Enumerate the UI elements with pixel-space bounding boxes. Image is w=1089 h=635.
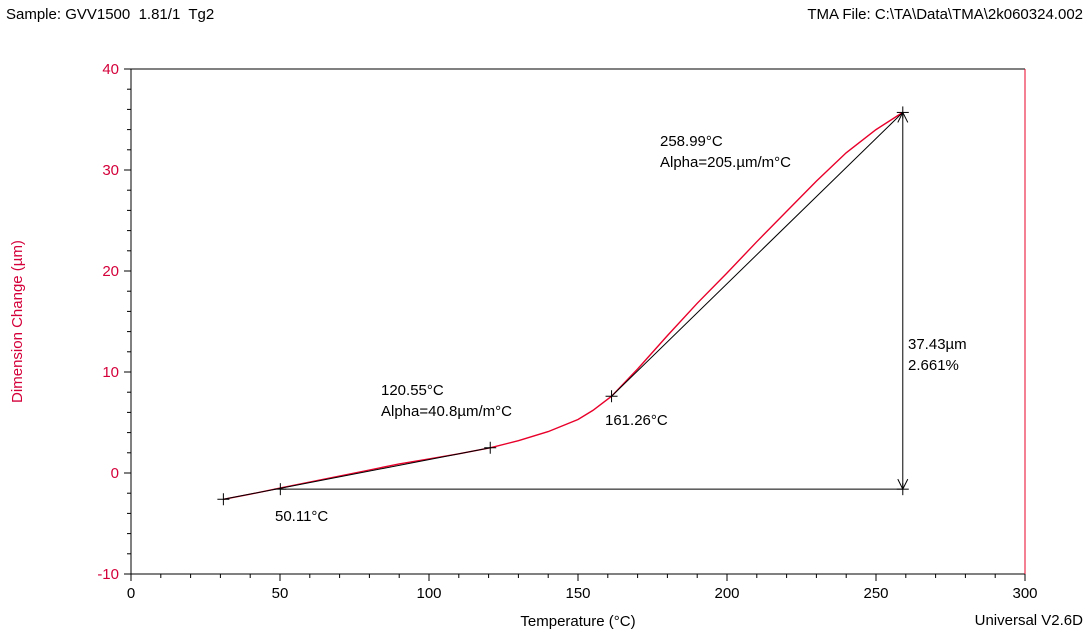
- annotation-tangent1-alpha: Alpha=40.8µm/m°C: [381, 403, 512, 420]
- y-tick-label: -10: [97, 566, 119, 583]
- y-tick-label: 30: [102, 162, 119, 179]
- annotation-tangent2-alpha: Alpha=205.µm/m°C: [660, 154, 791, 171]
- tma-file-path: TMA File: C:\TA\Data\TMA\2k060324.002: [807, 6, 1083, 23]
- annotation-step-value: 37.43µm: [908, 336, 967, 353]
- x-tick-label: 0: [127, 585, 135, 602]
- y-tick-label: 10: [102, 364, 119, 381]
- annotation-tangent2-end-temp: 258.99°C: [660, 133, 723, 150]
- y-axis-label: Dimension Change (µm): [9, 240, 26, 403]
- x-axis-label: Temperature (°C): [520, 613, 635, 630]
- x-tick-label: 150: [565, 585, 590, 602]
- software-version: Universal V2.6D: [974, 612, 1083, 629]
- annotation-step-percent: 2.661%: [908, 357, 959, 374]
- y-tick-label: 20: [102, 263, 119, 280]
- x-tick-label: 300: [1012, 585, 1037, 602]
- x-tick-label: 250: [863, 585, 888, 602]
- y-tick-label: 40: [102, 61, 119, 78]
- dimension-change-curve: [223, 111, 904, 500]
- tangent-line-2: [611, 112, 904, 397]
- x-tick-label: 100: [416, 585, 441, 602]
- sample-info: Sample: GVV1500 1.81/1 Tg2: [6, 6, 215, 23]
- annotation-onset-temp: 50.11°C: [275, 508, 328, 525]
- y-tick-label: 0: [111, 465, 119, 482]
- annotation-tangent2-start-temp: 161.26°C: [605, 412, 668, 429]
- x-tick-label: 50: [272, 585, 289, 602]
- tangent-line-1: [223, 447, 491, 500]
- x-tick-label: 200: [714, 585, 739, 602]
- annotation-tangent1-temp: 120.55°C: [381, 382, 444, 399]
